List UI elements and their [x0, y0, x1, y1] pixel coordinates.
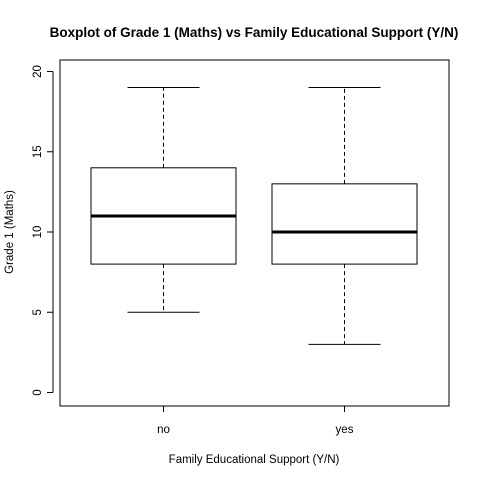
y-tick-label: 20 — [32, 65, 44, 78]
x-tick-label: yes — [336, 424, 354, 436]
x-tick-label: no — [157, 424, 170, 436]
box-no — [90, 87, 237, 313]
chart-title: Boxplot of Grade 1 (Maths) vs Family Edu… — [50, 25, 459, 40]
y-axis: 0 5 10 15 20 — [32, 65, 54, 396]
y-tick-label: 0 — [32, 389, 44, 395]
box-yes — [271, 87, 418, 345]
y-tick-label: 10 — [32, 226, 44, 239]
y-tick-label: 15 — [32, 145, 44, 158]
x-axis: no yes — [157, 405, 354, 436]
y-tick-label: 5 — [32, 309, 44, 315]
iqr-box — [271, 183, 418, 265]
boxes — [90, 87, 418, 345]
y-axis-label: Grade 1 (Maths) — [4, 190, 16, 274]
x-axis-label: Family Educational Support (Y/N) — [169, 454, 340, 466]
